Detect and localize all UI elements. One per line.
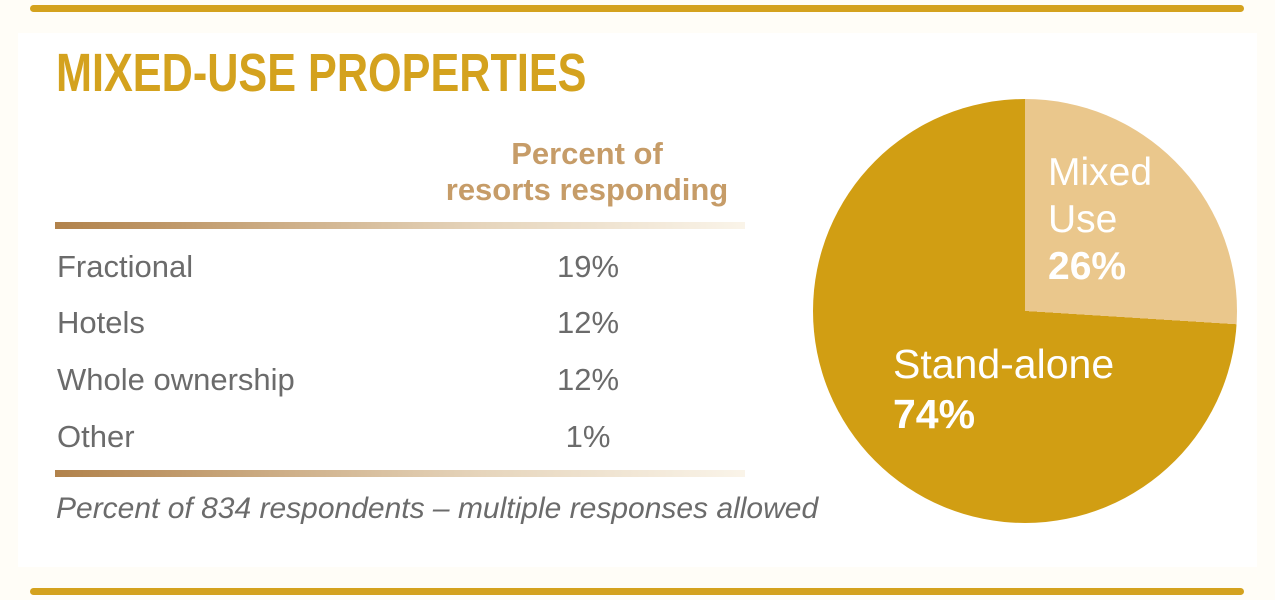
table-bottom-rule [55, 470, 745, 477]
row-value: 12% [556, 362, 620, 397]
table-row: Whole ownership 12% [57, 360, 747, 400]
row-value: 19% [556, 249, 620, 284]
pie-chart: Mixed Use 26% Stand-alone 74% [813, 99, 1237, 523]
slice-label-line: Use [1048, 198, 1118, 241]
top-edge-rule [30, 5, 1244, 12]
bottom-edge-rule [30, 588, 1244, 595]
row-value: 12% [556, 305, 620, 340]
row-label: Other [57, 419, 135, 454]
row-label: Hotels [57, 305, 145, 340]
table-row: Hotels 12% [57, 303, 747, 343]
footnote: Percent of 834 respondents – multiple re… [56, 492, 819, 525]
slice-label-line: Mixed [1048, 151, 1153, 194]
row-label: Whole ownership [57, 362, 295, 397]
pie-slice-label-mixed-use: Mixed Use 26% [1048, 149, 1152, 290]
pie-slice-label-stand-alone: Stand-alone 74% [893, 339, 1114, 439]
row-label: Fractional [57, 249, 194, 284]
table-row: Fractional 19% [57, 247, 747, 287]
slice-value: 26% [1048, 245, 1127, 288]
slice-value: 74% [893, 391, 976, 437]
table-column-header: Percent of resorts responding [427, 136, 747, 208]
slice-label-line: Stand-alone [893, 341, 1115, 387]
chart-title: MIXED-USE PROPERTIES [56, 43, 587, 103]
column-header-line1: Percent of [511, 136, 663, 171]
column-header-line2: resorts responding [445, 172, 729, 207]
table-top-rule [55, 222, 745, 229]
table-row: Other 1% [57, 417, 747, 457]
row-value: 1% [565, 419, 611, 454]
